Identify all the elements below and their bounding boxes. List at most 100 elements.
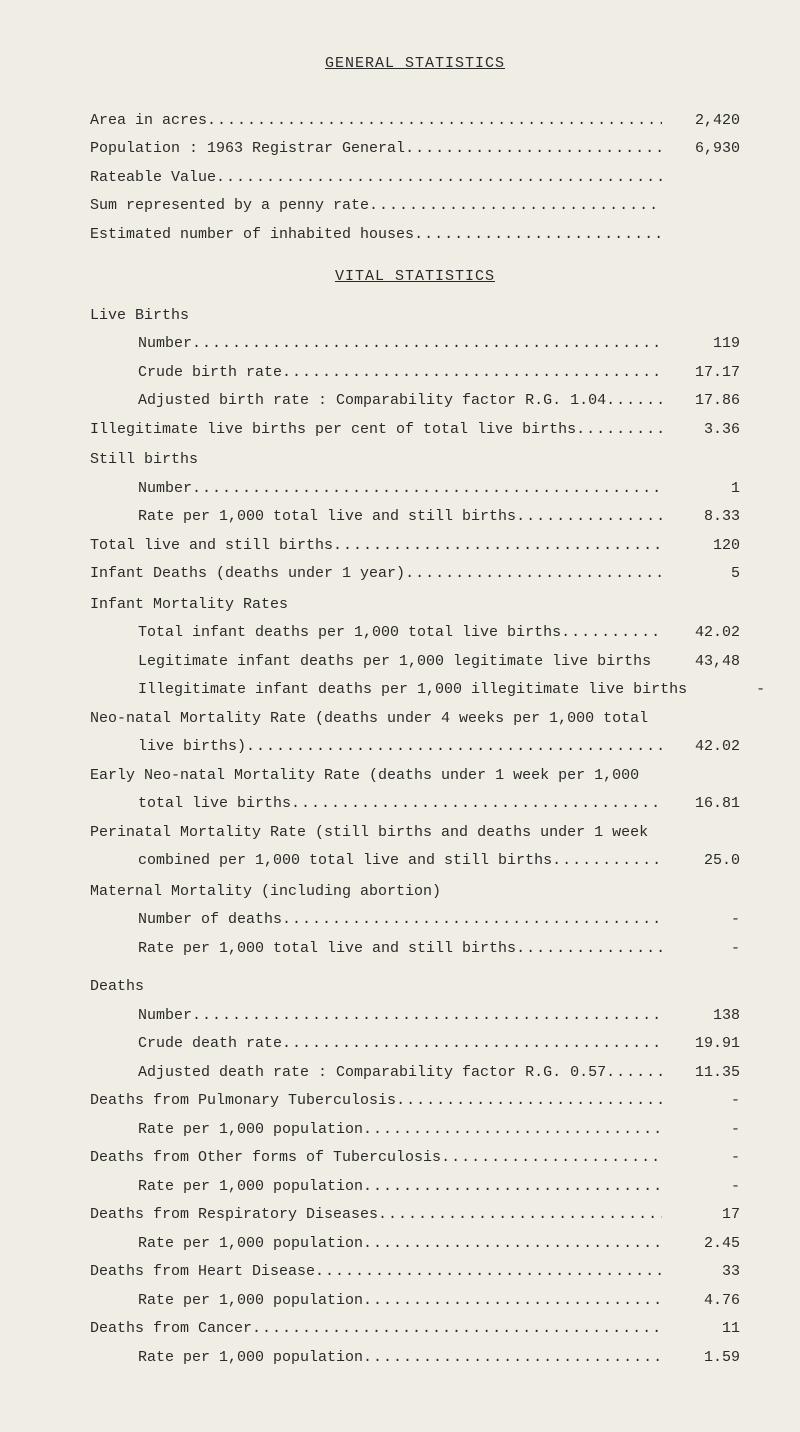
stat-value: 119: [662, 330, 740, 359]
stat-row: Rateable Value .: [90, 164, 740, 193]
stat-label: Rate per 1,000 population: [138, 1230, 363, 1259]
leader-dots: [363, 1173, 662, 1202]
stat-label: Deaths from Respiratory Diseases: [90, 1201, 378, 1230]
leader-dots: [363, 1287, 662, 1316]
leader-dots: [378, 1201, 662, 1230]
stat-value: -: [662, 1173, 740, 1202]
stat-row: live births) 42.02: [90, 733, 740, 762]
stat-row: Number 119: [90, 330, 740, 359]
stat-value: -: [662, 1144, 740, 1173]
stat-label: Illegitimate infant deaths per 1,000 ill…: [138, 676, 687, 705]
stat-value: 25.0: [662, 847, 740, 876]
leader-dots: [216, 164, 662, 193]
stat-label: Number: [138, 475, 192, 504]
leader-dots: [333, 532, 662, 561]
stat-row: Illegitimate infant deaths per 1,000 ill…: [90, 676, 740, 705]
stat-label: Adjusted birth rate : Comparability fact…: [138, 387, 606, 416]
leader-dots: [516, 503, 662, 532]
stat-label: Deaths from Cancer: [90, 1315, 252, 1344]
stat-value: 8.33: [662, 503, 740, 532]
stat-value: 4.76: [662, 1287, 740, 1316]
stat-label: Illegitimate live births per cent of tot…: [90, 416, 576, 445]
leader-dots: [252, 1315, 662, 1344]
stat-label: Rate per 1,000 population: [138, 1116, 363, 1145]
leader-dots: [282, 359, 662, 388]
stat-row: Estimated number of inhabited houses .: [90, 221, 740, 250]
stat-row: Rate per 1,000 population -: [90, 1173, 740, 1202]
leader-dots: [606, 1059, 662, 1088]
stat-label: Estimated number of inhabited houses: [90, 221, 414, 250]
stat-label-continuation: Early Neo-natal Mortality Rate (deaths u…: [90, 762, 740, 791]
stat-value: 5: [662, 560, 740, 589]
stat-label: Number: [138, 330, 192, 359]
stat-row: Area in acres 2,420: [90, 107, 740, 136]
leader-dots: [363, 1116, 662, 1145]
stat-row: Total infant deaths per 1,000 total live…: [90, 619, 740, 648]
stat-label: live births): [138, 733, 246, 762]
stat-label: total live births: [138, 790, 291, 819]
page-title: GENERAL STATISTICS: [90, 50, 740, 79]
leader-dots: [396, 1087, 662, 1116]
stat-value: 1: [662, 475, 740, 504]
stat-value: 2.45: [662, 1230, 740, 1259]
stat-label: Rate per 1,000 total live and still birt…: [138, 503, 516, 532]
section-header-maternal-mortality: Maternal Mortality (including abortion): [90, 878, 740, 907]
stat-label: Rate per 1,000 population: [138, 1173, 363, 1202]
stat-label: Number: [138, 1002, 192, 1031]
stat-label: Rateable Value: [90, 164, 216, 193]
stat-value: -: [662, 1116, 740, 1145]
stat-row: Deaths from Respiratory Diseases 17: [90, 1201, 740, 1230]
leader-dots: [561, 619, 662, 648]
stat-value: 17.86: [662, 387, 740, 416]
leader-dots: [405, 135, 662, 164]
stat-row: Rate per 1,000 total live and still birt…: [90, 935, 740, 964]
stat-value: 6,930: [662, 135, 740, 164]
stat-value: 43,48: [662, 648, 740, 677]
stat-row: Sum represented by a penny rate .: [90, 192, 740, 221]
stat-label: Adjusted death rate : Comparability fact…: [138, 1059, 606, 1088]
stat-value: 33: [662, 1258, 740, 1287]
stat-value: 11.35: [662, 1059, 740, 1088]
leader-dots: [192, 475, 662, 504]
stat-label: Area in acres: [90, 107, 207, 136]
stat-label: Total infant deaths per 1,000 total live…: [138, 619, 561, 648]
leader-dots: [363, 1344, 662, 1373]
leader-dots: [315, 1258, 662, 1287]
stat-label: Crude death rate: [138, 1030, 282, 1059]
stat-value: -: [687, 676, 765, 705]
stat-label: Deaths from Pulmonary Tuberculosis: [90, 1087, 396, 1116]
stat-row: Number 1: [90, 475, 740, 504]
stat-value: 1.59: [662, 1344, 740, 1373]
leader-dots: [405, 560, 662, 589]
stat-value: 16.81: [662, 790, 740, 819]
section-header-deaths: Deaths: [90, 973, 740, 1002]
stat-row: Deaths from Pulmonary Tuberculosis -: [90, 1087, 740, 1116]
stat-row: Deaths from Heart Disease 33: [90, 1258, 740, 1287]
section-header-live-births: Live Births: [90, 302, 740, 331]
stat-row: Legitimate infant deaths per 1,000 legit…: [90, 648, 740, 677]
stat-value: 42.02: [662, 619, 740, 648]
stat-row: Illegitimate live births per cent of tot…: [90, 416, 740, 445]
leader-dots: [363, 1230, 662, 1259]
stat-label-continuation: Perinatal Mortality Rate (still births a…: [90, 819, 740, 848]
stat-label: Deaths from Other forms of Tuberculosis: [90, 1144, 441, 1173]
stat-label: Crude birth rate: [138, 359, 282, 388]
stat-row: Rate per 1,000 total live and still birt…: [90, 503, 740, 532]
leader-dots: [441, 1144, 662, 1173]
stat-value: -: [662, 906, 740, 935]
stat-row: Total live and still births 120: [90, 532, 740, 561]
leader-dots: [291, 790, 662, 819]
stat-row: Deaths from Other forms of Tuberculosis …: [90, 1144, 740, 1173]
stat-label: Rate per 1,000 population: [138, 1287, 363, 1316]
leader-dots: [369, 192, 662, 221]
stat-label: Infant Deaths (deaths under 1 year): [90, 560, 405, 589]
section-header-infant-mortality: Infant Mortality Rates: [90, 591, 740, 620]
leader-dots: [552, 847, 662, 876]
stat-value: 3.36: [662, 416, 740, 445]
leader-dots: [576, 416, 662, 445]
section-header-still-births: Still births: [90, 446, 740, 475]
stat-value: 120: [662, 532, 740, 561]
stat-row: Adjusted death rate : Comparability fact…: [90, 1059, 740, 1088]
stat-label: Population : 1963 Registrar General: [90, 135, 405, 164]
stat-value: 42.02: [662, 733, 740, 762]
